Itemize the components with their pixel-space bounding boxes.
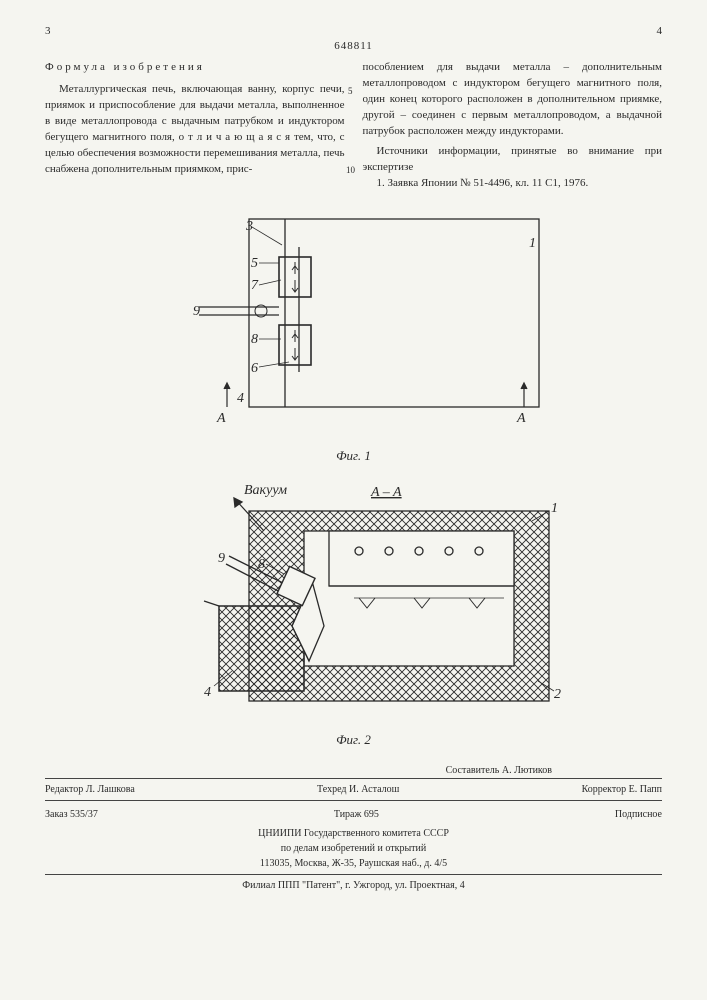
order: Заказ 535/37 <box>45 807 98 822</box>
left-paragraph: Металлургическая печь, включающая ванну,… <box>45 82 345 178</box>
line-number-5: 5 <box>348 86 353 96</box>
line-number-10: 10 <box>346 165 355 175</box>
compiler: Составитель А. Лютиков <box>45 763 662 778</box>
fig2-section-label: A – A <box>370 485 402 500</box>
source-1: 1. Заявка Японии № 51-4496, кл. 11 С1, 1… <box>363 176 663 192</box>
corrector: Корректор Е. Папп <box>582 782 662 797</box>
fig2-label-8: 8 <box>258 557 265 572</box>
fig2-caption: Фиг. 2 <box>45 732 662 748</box>
patent-page: 3 4 648811 Формула изобретения Металлург… <box>0 0 707 913</box>
fig2-label-2: 2 <box>554 687 561 702</box>
org2: по делам изобретений и открытий <box>45 841 662 856</box>
page-right: 4 <box>657 25 663 37</box>
fig1-label-1: 1 <box>529 236 536 251</box>
fig1-label-4: 4 <box>237 391 244 406</box>
fig1-label-8: 8 <box>251 332 258 347</box>
fig1-label-A1: A <box>216 411 226 426</box>
sources-title: Источники информации, принятые во вниман… <box>363 144 663 176</box>
patent-number: 648811 <box>45 40 662 52</box>
fig1-label-3: 3 <box>245 219 253 234</box>
footer-credits: Редактор Л. Лашкова Техред И. Асталош Ко… <box>45 778 662 801</box>
fig1-label-6: 6 <box>251 361 258 376</box>
right-column: пособлением для выдачи металла – дополни… <box>363 60 663 192</box>
formula-title: Формула изобретения <box>45 60 345 76</box>
address: 113035, Москва, Ж-35, Раушская наб., д. … <box>45 856 662 871</box>
fig1-caption: Фиг. 1 <box>45 448 662 464</box>
fig2-vacuum-label: Вакуум <box>244 483 287 498</box>
fig1-label-A2: A <box>516 411 526 426</box>
fig1-label-9: 9 <box>193 304 200 319</box>
org1: ЦНИИПИ Государственного комитета СССР <box>45 826 662 841</box>
figure-2-svg: A – A Вакуум 1 2 4 9 8 <box>134 476 574 721</box>
header-page-numbers: 3 4 <box>45 25 662 37</box>
page-left: 3 <box>45 25 51 37</box>
filial: Филиал ППП "Патент", г. Ужгород, ул. Про… <box>45 878 662 893</box>
techred: Техред И. Асталош <box>317 782 399 797</box>
fig2-label-4: 4 <box>204 685 211 700</box>
fig1-label-5: 5 <box>251 256 258 271</box>
fig1-label-7: 7 <box>251 278 259 293</box>
left-column: Формула изобретения Металлургическая печ… <box>45 60 345 192</box>
footer-block: Составитель А. Лютиков Редактор Л. Лашко… <box>45 763 662 893</box>
figures-block: 3 5 7 9 8 6 4 1 A A Фиг. 1 <box>45 207 662 748</box>
tirazh: Тираж 695 <box>334 807 379 822</box>
footer-pubinfo: Заказ 535/37 Тираж 695 Подписное <box>45 805 662 826</box>
fig2-label-9: 9 <box>218 551 225 566</box>
editor: Редактор Л. Лашкова <box>45 782 135 797</box>
fig2-label-1: 1 <box>551 501 558 516</box>
figure-1-svg: 3 5 7 9 8 6 4 1 A A <box>139 207 569 437</box>
subscription: Подписное <box>615 807 662 822</box>
right-paragraph: пособлением для выдачи металла – дополни… <box>363 60 663 140</box>
